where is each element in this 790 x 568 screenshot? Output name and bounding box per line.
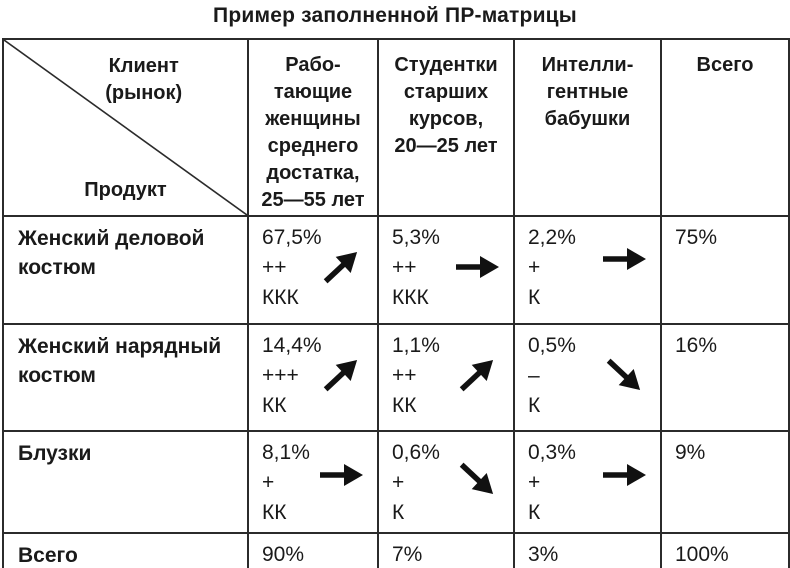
cell-letters: КК <box>262 501 287 524</box>
cell-letters: КК <box>262 394 287 417</box>
totals-row: Всего 90% 7% 3% 100% <box>2 532 790 568</box>
trend-arrow-icon <box>314 240 368 293</box>
pr-matrix-table: Клиент (рынок) Продукт Рабо- тающие женщ… <box>2 38 790 568</box>
cell-percent: 3% <box>528 543 559 566</box>
corner-client-label: Клиент (рынок) <box>105 55 183 104</box>
column-header-grandmothers: Интелли- гентные бабушки <box>513 38 662 217</box>
table-row: Женский деловой костюм 67,5% ++ ККК 5,3%… <box>2 215 790 325</box>
cell-letters: К <box>528 286 541 309</box>
column-header-total: Всего <box>660 38 790 217</box>
cell-letters: К <box>528 394 541 417</box>
matrix-cell: 8,1% + КК <box>247 430 379 534</box>
matrix-cell: 0,6% + К <box>377 430 515 534</box>
column-header-working-women: Рабо- тающие женщины среднего достатка, … <box>247 38 379 217</box>
cell-percent: 75% <box>675 226 718 249</box>
total-cell: 90% <box>247 532 379 568</box>
trend-arrow-icon <box>601 244 647 274</box>
cell-percent: 16% <box>675 334 718 357</box>
cell-percent: 14,4% <box>262 334 322 357</box>
row-header-dress-suit: Женский нарядный костюм <box>2 323 249 432</box>
corner-product-label: Продукт <box>84 179 167 201</box>
diagonal-divider-line <box>4 40 247 215</box>
cell-letters: ККК <box>392 286 429 309</box>
column-header-students: Студентки старших курсов, 20—25 лет <box>377 38 515 217</box>
cell-percent: 0,5% <box>528 334 576 357</box>
matrix-cell: 1,1% ++ КК <box>377 323 515 432</box>
cell-signs: +++ <box>262 364 299 387</box>
cell-signs: + <box>528 471 541 494</box>
cell-letters: КК <box>392 394 417 417</box>
cell-letters: ККК <box>262 286 299 309</box>
row-header-total: Всего <box>2 532 249 568</box>
matrix-cell: 5,3% ++ ККК <box>377 215 515 325</box>
row-total-cell: 9% <box>660 430 790 534</box>
cell-percent: 0,6% <box>392 441 440 464</box>
trend-arrow-icon <box>597 348 651 401</box>
total-cell: 7% <box>377 532 515 568</box>
header-row: Клиент (рынок) Продукт Рабо- тающие женщ… <box>2 38 790 217</box>
cell-percent: 8,1% <box>262 441 310 464</box>
trend-arrow-icon <box>314 348 368 401</box>
cell-signs: ++ <box>392 256 417 279</box>
trend-arrow-icon <box>450 452 504 505</box>
total-cell: 3% <box>513 532 662 568</box>
cell-signs: – <box>528 364 540 387</box>
cell-percent: 7% <box>392 543 423 566</box>
trend-arrow-icon <box>601 460 647 490</box>
trend-arrow-icon <box>454 252 500 282</box>
cell-signs: ++ <box>392 364 417 387</box>
page-title: Пример заполненной ПР-матрицы <box>213 4 577 27</box>
matrix-cell: 67,5% ++ ККК <box>247 215 379 325</box>
cell-percent: 9% <box>675 441 706 464</box>
matrix-cell: 0,3% + К <box>513 430 662 534</box>
grand-total-cell: 100% <box>660 532 790 568</box>
cell-percent: 100% <box>675 543 729 566</box>
cell-signs: ++ <box>262 256 287 279</box>
row-header-blouses: Блузки <box>2 430 249 534</box>
cell-signs: + <box>392 471 405 494</box>
cell-letters: К <box>528 501 541 524</box>
cell-percent: 67,5% <box>262 226 322 249</box>
trend-arrow-icon <box>450 348 504 401</box>
row-total-cell: 16% <box>660 323 790 432</box>
cell-percent: 0,3% <box>528 441 576 464</box>
cell-letters: К <box>392 501 405 524</box>
row-total-cell: 75% <box>660 215 790 325</box>
matrix-cell: 0,5% – К <box>513 323 662 432</box>
cell-percent: 2,2% <box>528 226 576 249</box>
cell-percent: 90% <box>262 543 305 566</box>
table-row: Женский нарядный костюм 14,4% +++ КК 1,1… <box>2 323 790 432</box>
matrix-cell: 2,2% + К <box>513 215 662 325</box>
cell-percent: 5,3% <box>392 226 440 249</box>
cell-percent: 1,1% <box>392 334 440 357</box>
cell-signs: + <box>528 256 541 279</box>
cell-signs: + <box>262 471 275 494</box>
matrix-cell: 14,4% +++ КК <box>247 323 379 432</box>
trend-arrow-icon <box>318 460 364 490</box>
row-header-business-suit: Женский деловой костюм <box>2 215 249 325</box>
corner-cell: Клиент (рынок) Продукт <box>2 38 249 217</box>
table-row: Блузки 8,1% + КК 0,6% + К 0,3% <box>2 430 790 534</box>
